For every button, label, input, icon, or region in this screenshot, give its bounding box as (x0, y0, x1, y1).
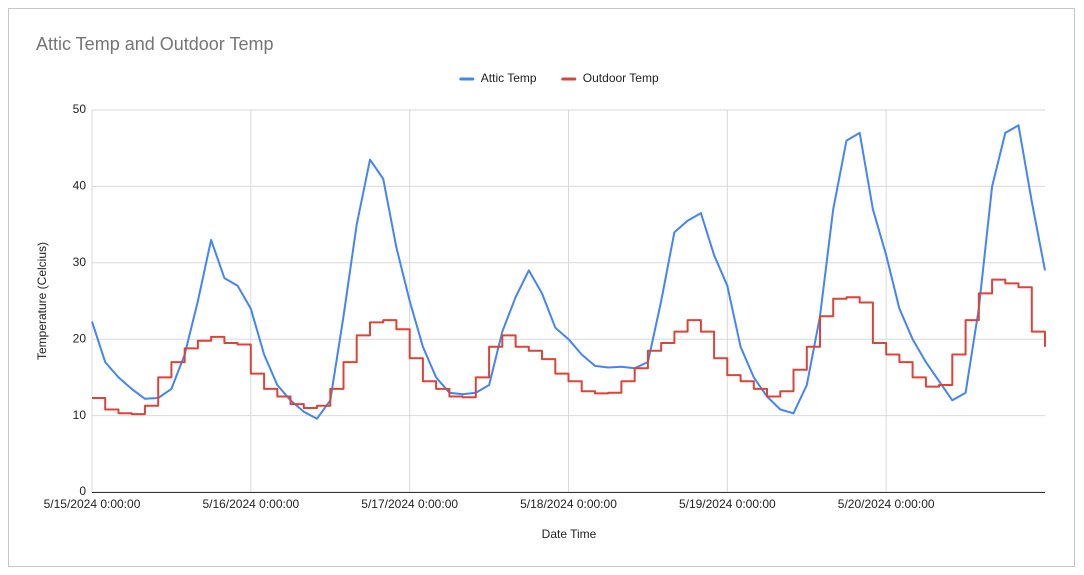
y-tick-label: 30 (73, 255, 87, 269)
legend-label: Outdoor Temp (583, 71, 659, 85)
series-line (92, 278, 1046, 416)
x-tick-label: 5/16/2024 0:00:00 (202, 497, 299, 511)
x-tick-label: 5/20/2024 0:00:00 (838, 497, 935, 511)
y-tick-label: 40 (73, 179, 87, 193)
x-tick-label: 5/15/2024 0:00:00 (44, 497, 141, 511)
x-tick-label: 5/17/2024 0:00:00 (361, 497, 458, 511)
x-tick-label: 5/19/2024 0:00:00 (679, 497, 776, 511)
series-line (91, 124, 1046, 420)
legend-label: Attic Temp (481, 71, 537, 85)
y-tick-label: 0 (79, 484, 86, 498)
y-tick-label: 10 (73, 408, 87, 422)
y-tick-label: 20 (73, 331, 87, 345)
y-tick-label: 50 (73, 102, 87, 116)
chart-title: Attic Temp and Outdoor Temp (36, 34, 273, 54)
chart-frame (8, 8, 1075, 567)
x-tick-label: 5/18/2024 0:00:00 (520, 497, 617, 511)
x-axis-label: Date Time (542, 527, 597, 541)
y-axis-label: Temperature (Celcius) (35, 242, 49, 360)
